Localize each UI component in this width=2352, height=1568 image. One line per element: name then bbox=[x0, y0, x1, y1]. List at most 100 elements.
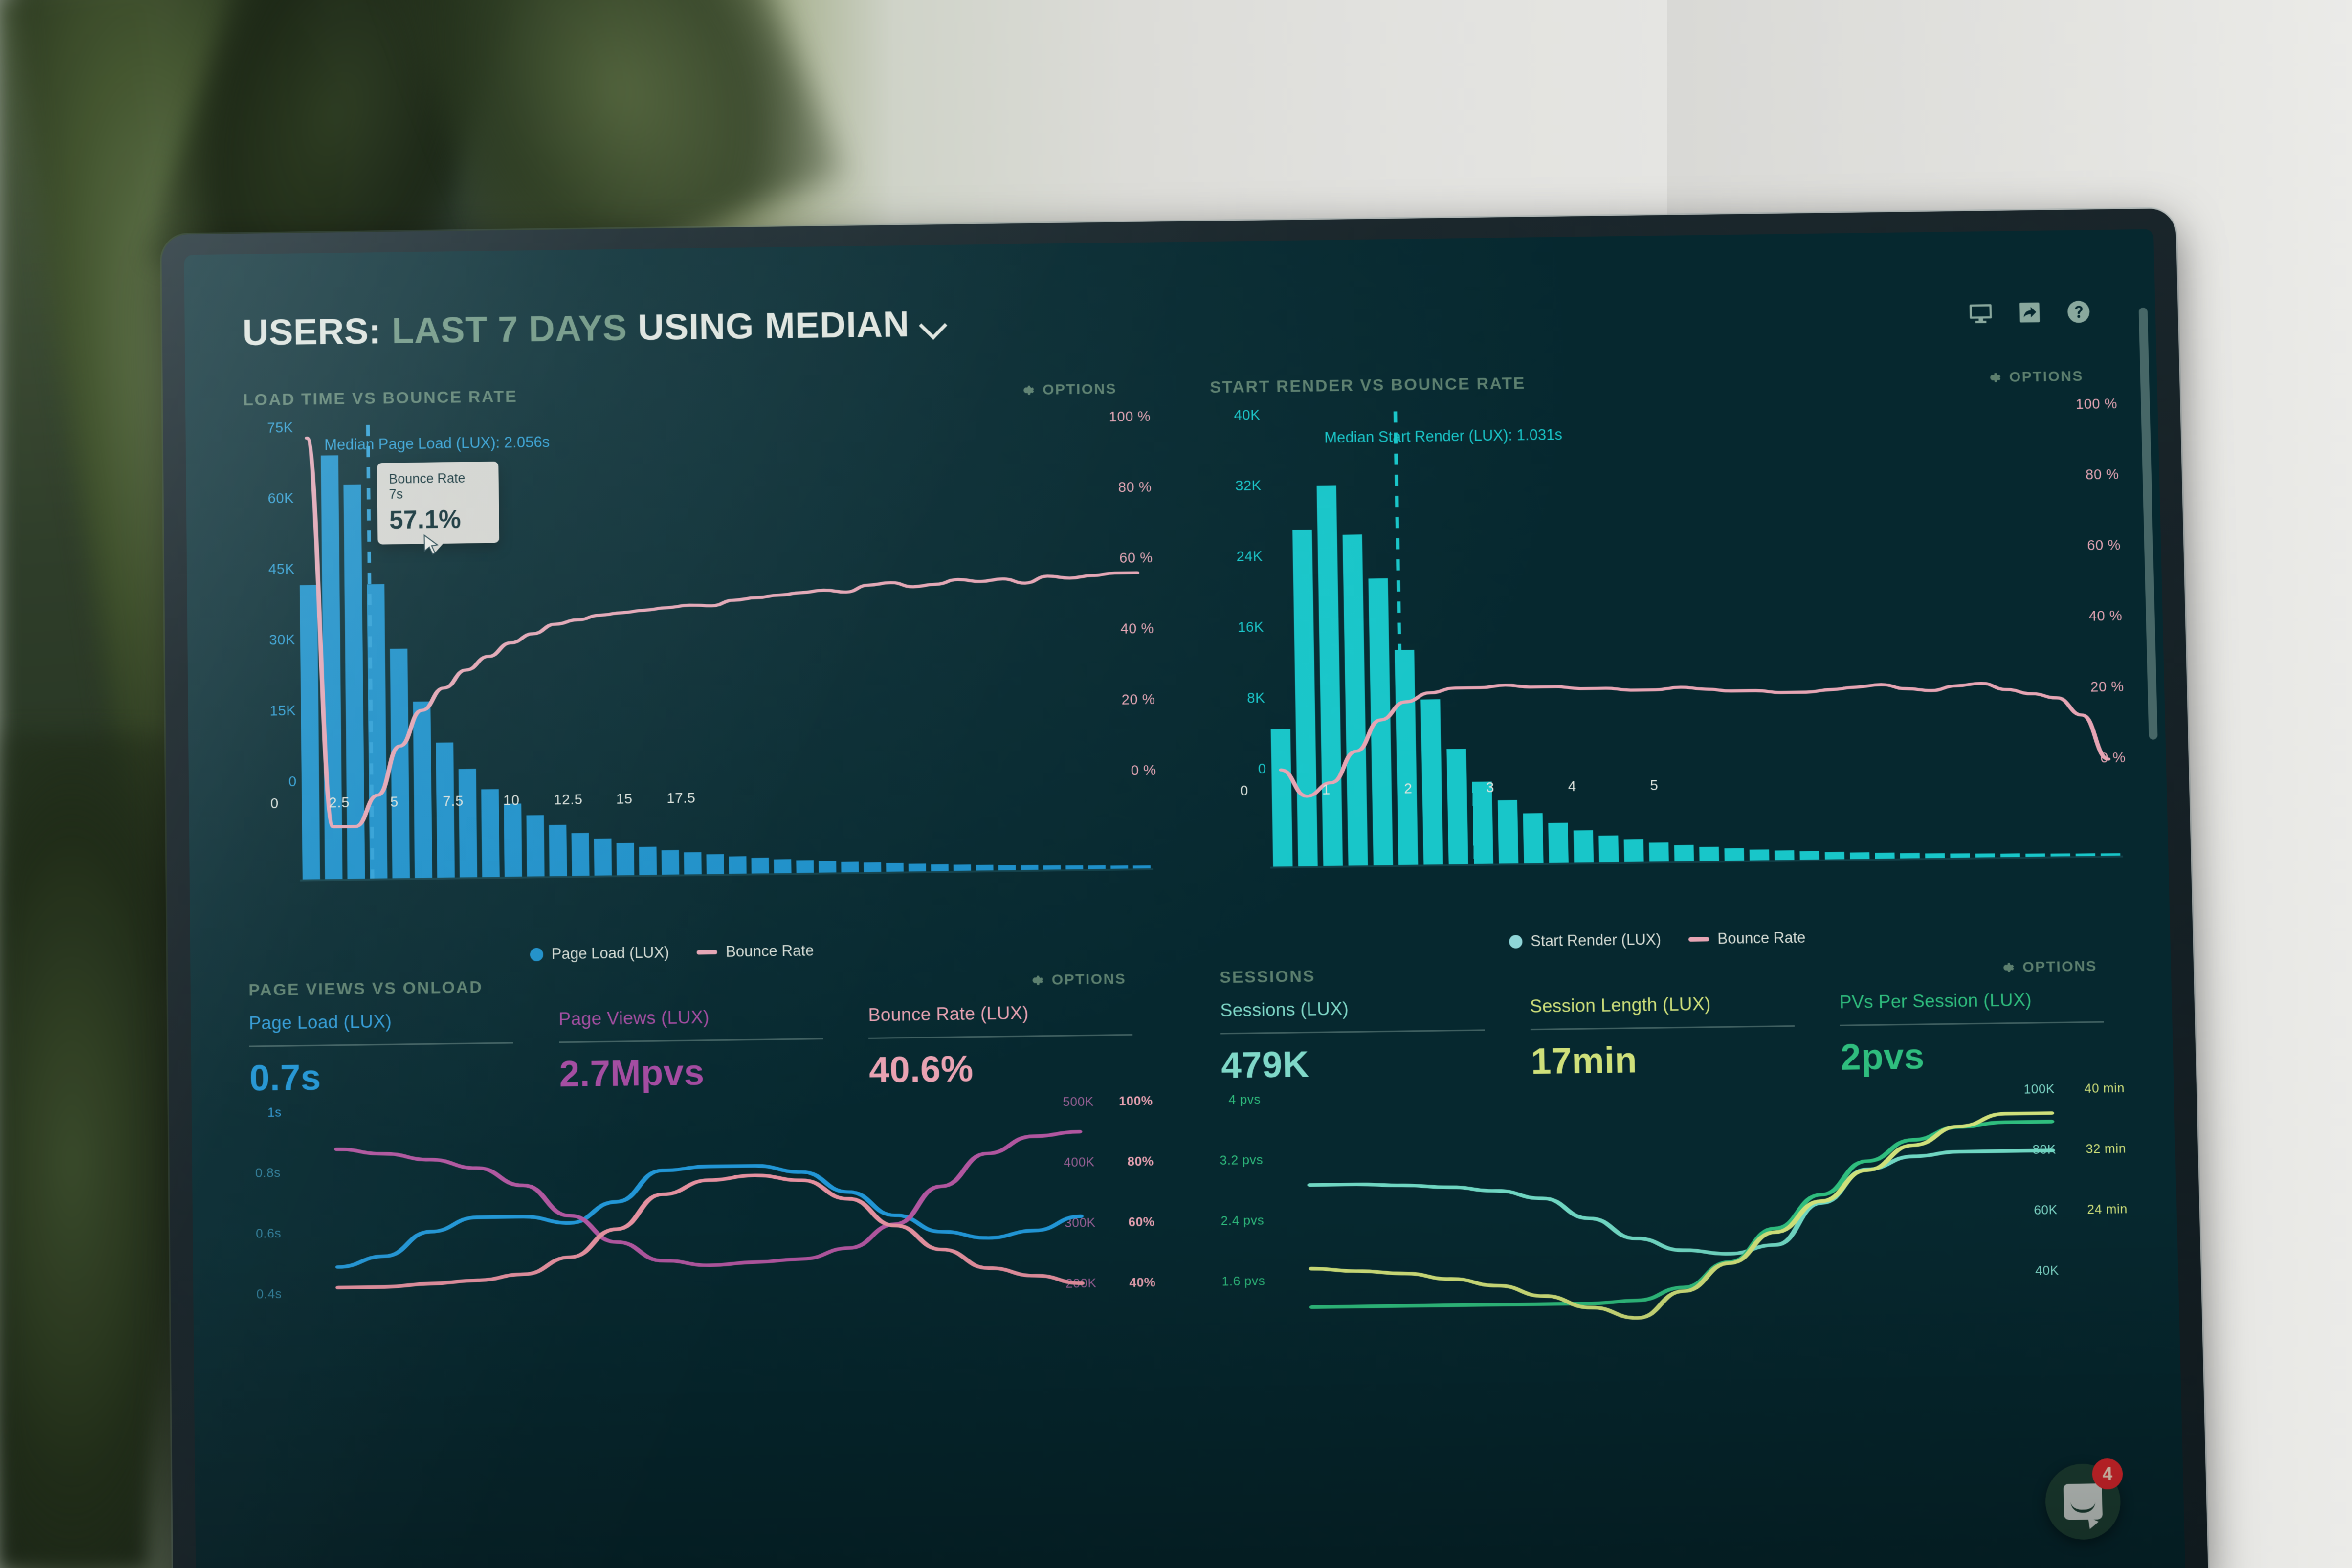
chart-bar[interactable] bbox=[571, 833, 590, 877]
chart-bar[interactable] bbox=[299, 585, 320, 881]
chart-bar[interactable] bbox=[1420, 699, 1443, 866]
kpi-divider bbox=[1220, 1029, 1485, 1035]
chart-bar[interactable] bbox=[1875, 852, 1895, 860]
options-button-start-render[interactable]: OPTIONS bbox=[1984, 368, 2112, 386]
chart-bar[interactable] bbox=[819, 861, 837, 874]
scrollbar-thumb[interactable] bbox=[2138, 307, 2158, 740]
chart-bar[interactable] bbox=[1395, 650, 1419, 866]
chart-bar[interactable] bbox=[1342, 534, 1368, 867]
chart-bar[interactable] bbox=[1270, 729, 1293, 868]
x-tick: 5 bbox=[390, 794, 399, 810]
chart-bar[interactable] bbox=[1623, 839, 1644, 863]
chart-bar[interactable] bbox=[1088, 865, 1106, 870]
chevron-down-icon[interactable] bbox=[920, 310, 947, 337]
chart-bar[interactable] bbox=[1850, 852, 1870, 860]
kpi-bounce-rate[interactable]: Bounce Rate (LUX) 40.6% bbox=[868, 1001, 1156, 1091]
chart-bar[interactable] bbox=[1724, 848, 1744, 862]
options-button-load-time[interactable]: OPTIONS bbox=[1018, 380, 1146, 398]
chart-bar[interactable] bbox=[1775, 850, 1795, 861]
chart-bar[interactable] bbox=[413, 701, 433, 879]
chart-bar[interactable] bbox=[1548, 822, 1569, 864]
chart-bar[interactable] bbox=[1749, 849, 1770, 861]
share-icon[interactable] bbox=[2016, 299, 2043, 326]
chart-bar[interactable] bbox=[908, 863, 926, 873]
chart-bar[interactable] bbox=[1573, 830, 1594, 864]
chart-bar[interactable] bbox=[1598, 835, 1619, 863]
chart-bar[interactable] bbox=[458, 769, 477, 879]
chart-bar[interactable] bbox=[841, 861, 859, 874]
chart-bar[interactable] bbox=[729, 856, 747, 875]
sparkline-sessions[interactable]: 4 pvs 3.2 pvs 2.4 pvs 1.6 pvs 100K 80K 6… bbox=[1220, 1081, 2135, 1372]
chart-bar[interactable] bbox=[390, 648, 410, 880]
kpi-session-length[interactable]: Session Length (LUX) 17min bbox=[1530, 993, 1819, 1082]
chart-bar[interactable] bbox=[1472, 781, 1493, 865]
chart-bar[interactable] bbox=[751, 858, 769, 875]
kpi-label: Bounce Rate (LUX) bbox=[868, 1002, 1029, 1025]
chart-bar[interactable] bbox=[998, 865, 1016, 871]
chart-bar[interactable] bbox=[1950, 853, 1970, 859]
chart-bar[interactable] bbox=[1975, 853, 1995, 859]
kpi-label: Page Load (LUX) bbox=[248, 1011, 392, 1034]
chart-start-render[interactable]: 40K 32K 24K 16K 8K 0 100 % 80 % 60 % 40 … bbox=[1210, 396, 2124, 950]
panel-header-page-views: PAGE VIEWS VS ONLOAD OPTIONS bbox=[248, 969, 1155, 1000]
chart-bar[interactable] bbox=[1699, 846, 1719, 862]
page-title[interactable]: USERS: LAST 7 DAYS USING MEDIAN bbox=[242, 303, 947, 353]
chart-bar[interactable] bbox=[1900, 853, 1920, 860]
options-button-page-views[interactable]: OPTIONS bbox=[1027, 970, 1155, 989]
kpi-page-load[interactable]: Page Load (LUX) 0.7s bbox=[249, 1009, 537, 1099]
chart-bar[interactable] bbox=[504, 803, 522, 878]
chart-bar[interactable] bbox=[864, 862, 882, 873]
median-annotation-load-time: Median Page Load (LUX): 2.056s bbox=[324, 433, 550, 454]
chart-bar[interactable] bbox=[343, 484, 365, 880]
chart-bar[interactable] bbox=[796, 860, 814, 874]
chart-bar[interactable] bbox=[1674, 845, 1694, 862]
chart-bar[interactable] bbox=[1649, 842, 1669, 863]
chat-smile-icon bbox=[2070, 1502, 2096, 1513]
kpi-pvs-per-session[interactable]: PVs Per Session (LUX) 2pvs bbox=[1839, 988, 2128, 1078]
chart-bar[interactable] bbox=[1824, 852, 1845, 861]
options-button-sessions[interactable]: OPTIONS bbox=[1998, 957, 2126, 976]
kpi-page-views[interactable]: Page Views (LUX) 2.7Mpvs bbox=[558, 1005, 846, 1095]
chart-bar[interactable] bbox=[953, 864, 971, 872]
chart-bar[interactable] bbox=[1021, 865, 1039, 871]
median-annotation-start-render: Median Start Render (LUX): 1.031s bbox=[1324, 426, 1563, 446]
desktop-icon[interactable] bbox=[1967, 300, 1994, 327]
chart-bar[interactable] bbox=[616, 842, 635, 877]
chart-bar[interactable] bbox=[1446, 749, 1468, 865]
chart-bar[interactable] bbox=[1316, 485, 1343, 867]
chart-bar[interactable] bbox=[976, 864, 994, 872]
chart-bar[interactable] bbox=[1292, 530, 1318, 867]
chart-load-time[interactable]: 75K 60K 45K 30K 15K 0 100 % 80 % 60 % 40… bbox=[244, 409, 1154, 963]
chat-widget-button[interactable]: 4 bbox=[2044, 1458, 2123, 1540]
sparkline-page-views[interactable]: 1s 0.8s 0.6s 0.4s 500K 400K 300K 200K 10… bbox=[250, 1093, 1161, 1385]
chart-bar[interactable] bbox=[321, 455, 343, 880]
chart-bar[interactable] bbox=[481, 789, 500, 878]
chart-bar[interactable] bbox=[2000, 853, 2020, 858]
panel-header-sessions: SESSIONS OPTIONS bbox=[1220, 956, 2126, 988]
chart-bar[interactable] bbox=[661, 850, 680, 876]
chart-bar[interactable] bbox=[1799, 851, 1819, 861]
help-icon[interactable] bbox=[2065, 298, 2092, 325]
chart-bar[interactable] bbox=[367, 584, 388, 880]
kpi-value: 479K bbox=[1220, 1043, 1309, 1086]
chart-bar[interactable] bbox=[526, 815, 545, 878]
tooltip-value: 57.1% bbox=[389, 505, 462, 534]
chart-bar[interactable] bbox=[436, 742, 455, 879]
chart-bar[interactable] bbox=[594, 838, 612, 877]
chart-bar[interactable] bbox=[1925, 853, 1945, 859]
chart-bar[interactable] bbox=[549, 825, 567, 877]
chart-bar[interactable] bbox=[1065, 865, 1084, 871]
chart-bar[interactable] bbox=[684, 852, 702, 876]
chart-bar[interactable] bbox=[1043, 865, 1061, 871]
chart-bar[interactable] bbox=[931, 864, 949, 872]
chart-bar[interactable] bbox=[639, 846, 657, 876]
chart-bar[interactable] bbox=[774, 859, 792, 874]
x-tick: 17.5 bbox=[666, 790, 696, 807]
chart-bar[interactable] bbox=[1523, 813, 1544, 864]
dashboard-app: USERS: LAST 7 DAYS USING MEDIAN bbox=[184, 229, 2185, 1568]
chart-bar[interactable] bbox=[886, 863, 904, 873]
chart-bar[interactable] bbox=[1368, 578, 1393, 866]
chart-bar[interactable] bbox=[1497, 800, 1519, 865]
chart-bar[interactable] bbox=[706, 854, 724, 875]
kpi-sessions[interactable]: Sessions (LUX) 479K bbox=[1220, 996, 1509, 1086]
